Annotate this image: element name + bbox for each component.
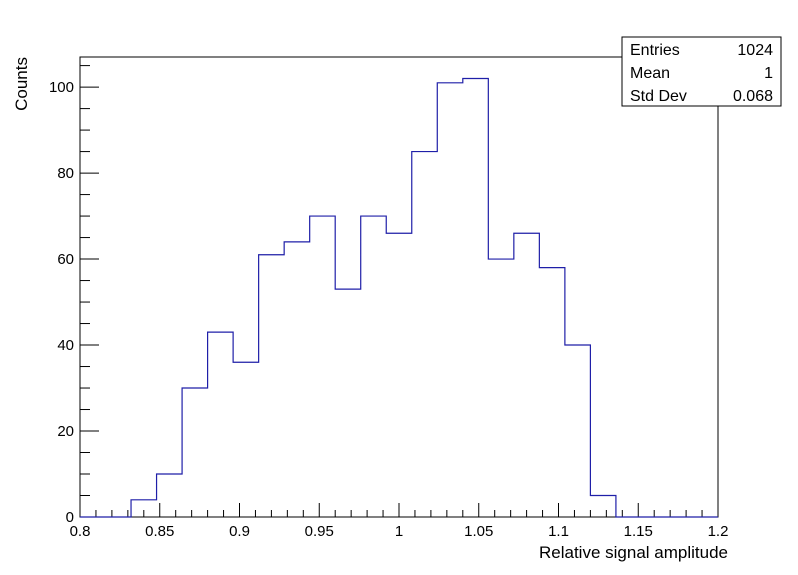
y-tick-label: 100: [49, 79, 74, 96]
x-tick-label: 1.1: [548, 523, 569, 540]
x-tick-label: 0.8: [70, 523, 91, 540]
y-tick-label: 80: [57, 165, 74, 182]
x-tick-label: 1: [395, 523, 403, 540]
histogram-series-line: [80, 77, 718, 518]
stats-mean-label: Mean: [630, 65, 670, 82]
y-axis-title: Counts: [12, 57, 31, 111]
stats-mean-value: 1: [764, 65, 773, 82]
x-tick-label: 1.05: [464, 523, 493, 540]
x-tick-label: 1.15: [624, 523, 653, 540]
stats-box: Entries 1024 Mean 1 Std Dev 0.068: [621, 36, 782, 107]
y-tick-label: 20: [57, 423, 74, 440]
y-tick-label: 40: [57, 337, 74, 354]
stats-stddev-label: Std Dev: [630, 88, 687, 105]
y-tick-label: 60: [57, 251, 74, 268]
stats-entries-label: Entries: [630, 42, 680, 59]
x-tick-label: 1.2: [708, 523, 729, 540]
x-tick-label: 0.85: [145, 523, 174, 540]
y-tick-label: 0: [66, 509, 74, 526]
x-axis-tick-labels: 0.8 0.85 0.9 0.95 1 1.05 1.1 1.15 1.2: [70, 523, 729, 540]
stats-box-frame: [621, 36, 782, 107]
stats-entries-value: 1024: [737, 42, 773, 59]
x-tick-label: 0.95: [305, 523, 334, 540]
y-axis-tick-labels: 0 20 40 60 80 100: [49, 79, 74, 526]
y-axis-ticks: [80, 65, 99, 518]
x-tick-label: 0.9: [229, 523, 250, 540]
x-axis-title: Relative signal amplitude: [539, 543, 728, 562]
plot-frame: [79, 56, 719, 518]
x-axis-ticks: [79, 503, 719, 517]
stats-stddev-value: 0.068: [733, 88, 773, 105]
